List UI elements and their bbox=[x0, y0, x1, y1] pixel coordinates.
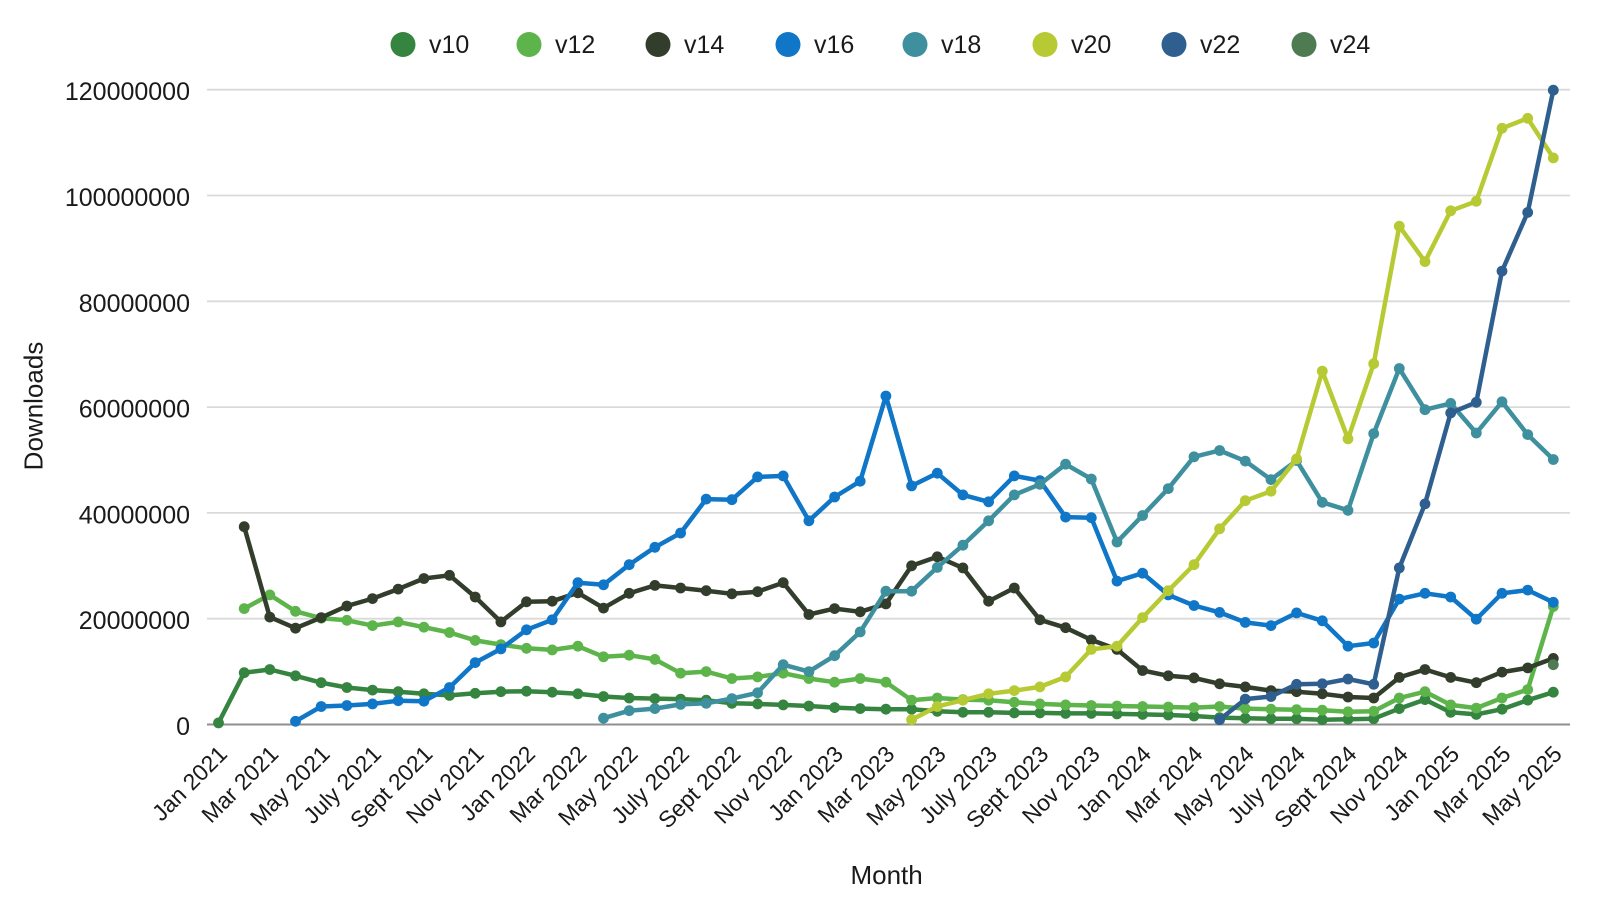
svg-text:120000000: 120000000 bbox=[65, 78, 190, 106]
svg-text:0: 0 bbox=[176, 713, 190, 741]
svg-text:v12: v12 bbox=[555, 31, 595, 59]
svg-text:v20: v20 bbox=[1071, 31, 1111, 59]
svg-text:100000000: 100000000 bbox=[65, 184, 190, 212]
svg-text:60000000: 60000000 bbox=[79, 396, 190, 424]
svg-text:Downloads: Downloads bbox=[19, 342, 49, 471]
svg-text:40000000: 40000000 bbox=[79, 501, 190, 529]
svg-text:20000000: 20000000 bbox=[79, 607, 190, 635]
svg-text:v24: v24 bbox=[1330, 31, 1370, 59]
svg-text:v22: v22 bbox=[1200, 31, 1240, 59]
svg-text:v14: v14 bbox=[684, 31, 724, 59]
svg-text:v16: v16 bbox=[814, 31, 854, 59]
svg-text:80000000: 80000000 bbox=[79, 290, 190, 318]
svg-text:Month: Month bbox=[850, 860, 922, 890]
svg-text:v10: v10 bbox=[429, 31, 469, 59]
svg-text:v18: v18 bbox=[941, 31, 981, 59]
